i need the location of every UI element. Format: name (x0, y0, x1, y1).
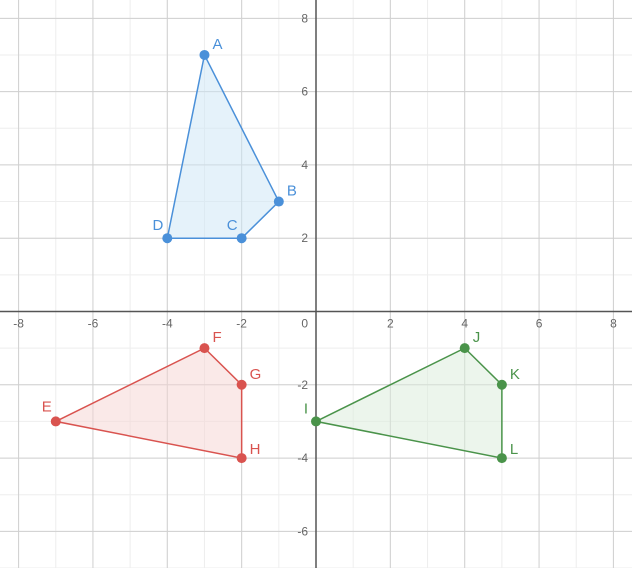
point-label-I: I (304, 400, 308, 417)
point-label-A: A (212, 36, 222, 53)
chart-svg: -8 -6 -4 -2 2 4 6 8 -6 -4 -2 2 4 6 8 0 A B C D E F G H I J K L (0, 0, 632, 568)
axis-x-label: -8 (13, 316, 24, 330)
polygon-EFGH (56, 348, 242, 458)
axis-y-label: -2 (297, 378, 308, 392)
point-label-B: B (287, 183, 297, 200)
point-label-G: G (250, 366, 262, 383)
point-F (199, 343, 209, 353)
axis-x-label: 4 (461, 316, 468, 330)
point-D (162, 233, 172, 243)
point-G (237, 380, 247, 390)
point-label-C: C (227, 217, 238, 234)
point-J (460, 343, 470, 353)
polygon-IJKL (316, 348, 502, 458)
point-A (199, 50, 209, 60)
axis-y-label: 4 (301, 158, 308, 172)
point-label-K: K (510, 366, 520, 383)
point-H (237, 453, 247, 463)
point-K (497, 380, 507, 390)
point-L (497, 453, 507, 463)
axis-y-label: 6 (301, 85, 308, 99)
axis-x-label: 8 (610, 316, 617, 330)
point-label-E: E (42, 398, 52, 415)
axis-y-label: -4 (297, 451, 308, 465)
axis-x-label: -2 (236, 316, 247, 330)
axis-y-label: 8 (301, 11, 308, 25)
axis-x-label: -4 (162, 316, 173, 330)
point-B (274, 197, 284, 207)
axis-origin-label: 0 (301, 316, 308, 330)
point-label-J: J (473, 329, 481, 346)
point-E (51, 416, 61, 426)
axis-y-label: 2 (301, 231, 308, 245)
axis-x-label: -6 (88, 316, 99, 330)
point-label-H: H (250, 441, 261, 458)
point-label-D: D (152, 217, 163, 234)
axis-x-label: 2 (387, 316, 394, 330)
axis-y-label: -6 (297, 524, 308, 538)
point-label-F: F (212, 329, 221, 346)
point-label-L: L (510, 441, 518, 458)
polygon-ABCD (167, 55, 279, 238)
geometry-chart: -8 -6 -4 -2 2 4 6 8 -6 -4 -2 2 4 6 8 0 A B C D E F G H I J K L (0, 0, 632, 568)
point-C (237, 233, 247, 243)
point-I (311, 416, 321, 426)
axis-x-label: 6 (536, 316, 543, 330)
